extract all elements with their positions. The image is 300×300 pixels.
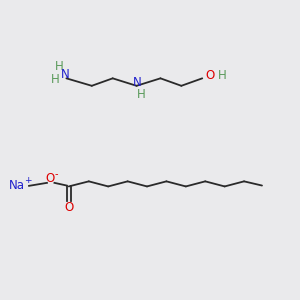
Text: O: O xyxy=(45,172,55,185)
Text: H: H xyxy=(137,88,146,101)
Text: O: O xyxy=(64,201,74,214)
Text: -: - xyxy=(55,169,58,179)
Text: +: + xyxy=(24,176,31,185)
Text: O: O xyxy=(205,69,214,82)
Text: N: N xyxy=(133,76,142,89)
Text: H: H xyxy=(218,69,227,82)
Text: H: H xyxy=(55,61,63,74)
Text: H: H xyxy=(51,73,59,86)
Text: Na: Na xyxy=(9,179,25,192)
Text: N: N xyxy=(61,68,69,81)
